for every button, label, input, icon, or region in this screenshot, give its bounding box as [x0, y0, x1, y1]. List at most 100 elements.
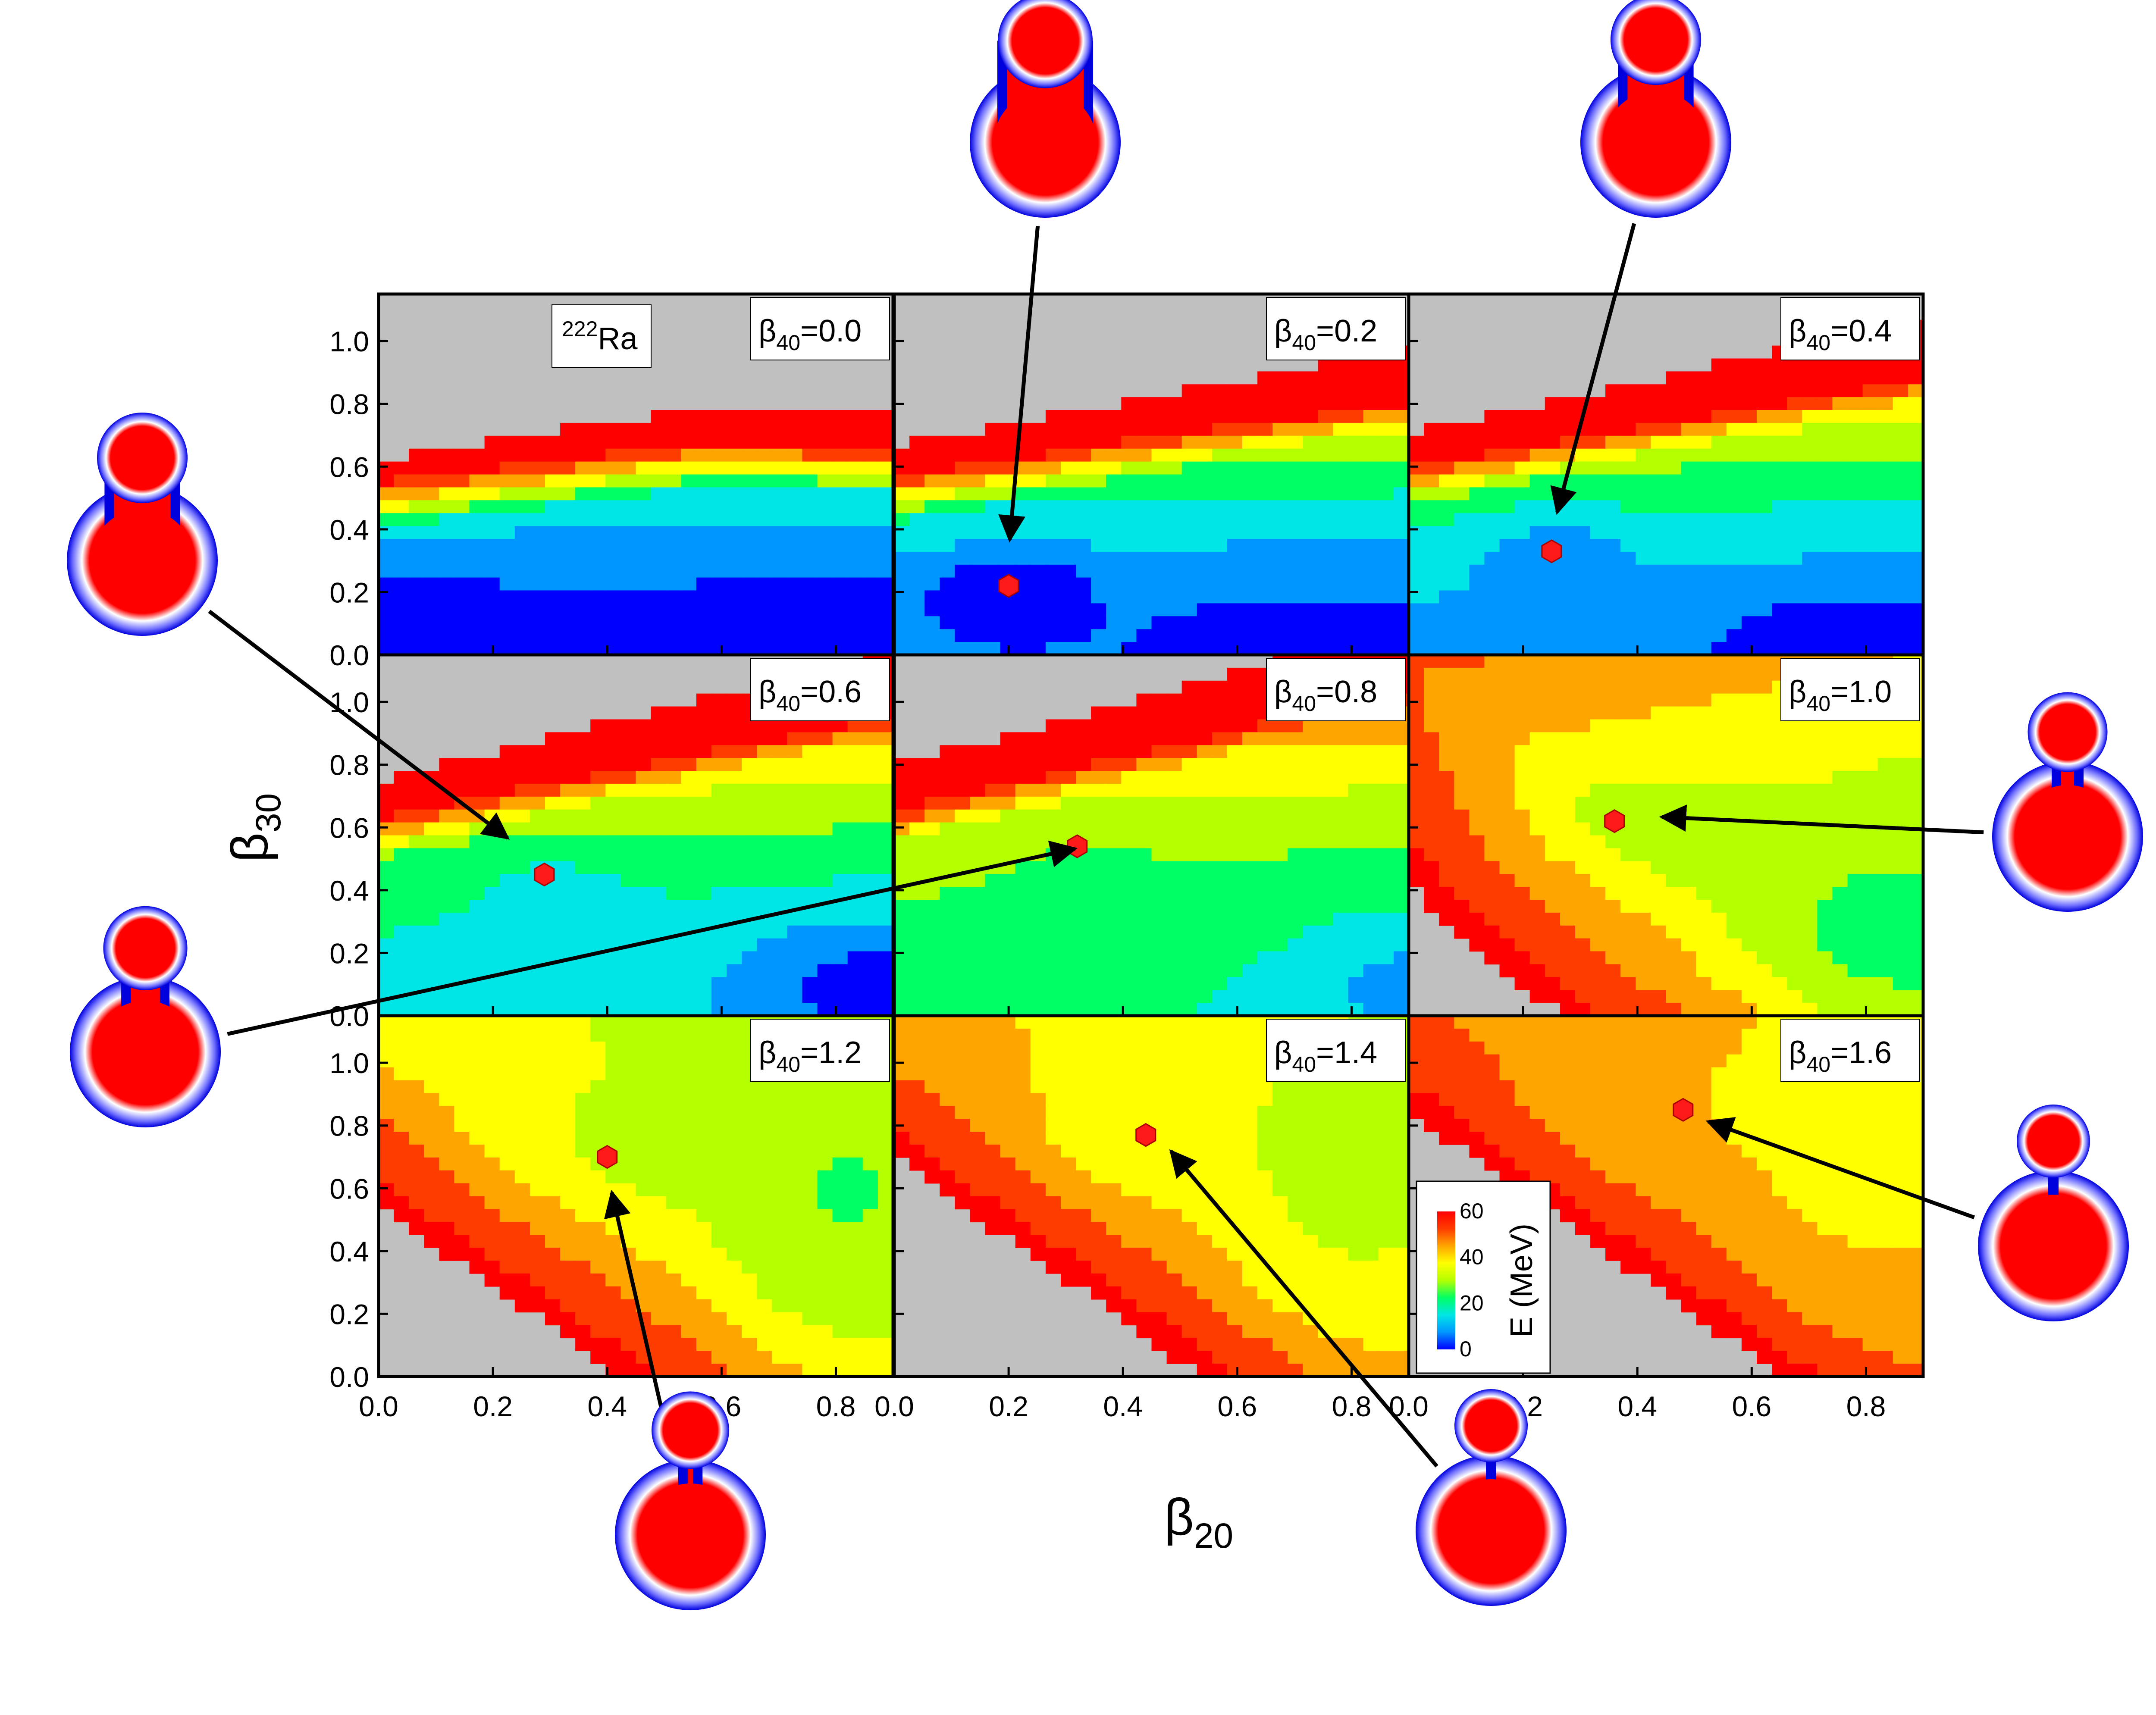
y-tick-label: 0.4 [329, 1236, 369, 1267]
svg-text:β40=0.6: β40=0.6 [758, 675, 862, 716]
panel-frame [1407, 1014, 1925, 1378]
arrow [998, 225, 1040, 543]
y-tick-label: 0.4 [329, 875, 369, 907]
y-tick-label: 0.6 [329, 1173, 369, 1205]
nuclear-shape-icon [67, 413, 218, 636]
colorbar-tick: 20 [1460, 1291, 1484, 1315]
svg-text:β40=0.0: β40=0.0 [758, 314, 862, 355]
minimum-marker [1067, 834, 1088, 858]
x-tick-label: 0.8 [816, 1390, 856, 1422]
y-tick-label: 0.8 [329, 388, 369, 420]
y-tick-label: 0.2 [329, 576, 369, 608]
minimum-marker [597, 1145, 618, 1169]
y-tick-label: 1.0 [329, 1047, 369, 1079]
svg-text:β40=1.0: β40=1.0 [1789, 675, 1892, 716]
arrow [1169, 1149, 1438, 1468]
x-tick-label: 0.8 [1332, 1390, 1372, 1422]
y-tick-label: 0.6 [329, 451, 369, 483]
svg-text:β40=0.8: β40=0.8 [1274, 675, 1377, 716]
beta40-sub: 40 [776, 1052, 800, 1077]
arrow [1659, 804, 1984, 835]
arrow [1705, 1117, 1975, 1220]
beta40-value: =0.4 [1830, 314, 1892, 348]
nuclear-shape-icon [1416, 1389, 1567, 1606]
beta40-sub: 40 [1292, 331, 1316, 355]
y-tick-label: 0.4 [329, 514, 369, 546]
beta40-value: =0.2 [1316, 314, 1377, 348]
x-tick-label: 0.0 [874, 1390, 914, 1422]
svg-text:β40=0.2: β40=0.2 [1274, 314, 1377, 355]
beta40-symbol: β [1274, 314, 1292, 348]
colorbar: 0 20 40 60 E (MeV) [1416, 1180, 1551, 1374]
nucleus-symbol: Ra [598, 322, 638, 356]
colorbar-tick: 40 [1460, 1245, 1484, 1269]
colorbar-gradient [1437, 1211, 1455, 1349]
beta40-symbol: β [758, 1036, 776, 1070]
beta40-sub: 40 [1292, 1052, 1316, 1077]
minimum-marker [534, 862, 555, 887]
nuclear-shapes [67, 0, 2143, 1610]
x-tick-label: 0.2 [989, 1390, 1028, 1422]
x-tick-label: 0.6 [1732, 1390, 1771, 1422]
beta40-symbol: β [1789, 1036, 1806, 1070]
beta40-label: β40=0.0 [750, 297, 890, 360]
y-tick-label: 0.2 [329, 1298, 369, 1330]
x-tick-label: 0.8 [1846, 1390, 1886, 1422]
beta40-label: β40=0.6 [750, 658, 890, 721]
beta40-label: β40=1.2 [750, 1019, 890, 1082]
beta40-symbol: β [1274, 1036, 1292, 1070]
x-tick-label: 0.0 [359, 1390, 398, 1422]
x-axis-label: β20 [1164, 1488, 1233, 1555]
beta40-value: =1.2 [800, 1036, 862, 1070]
beta40-sub: 40 [1806, 1052, 1830, 1077]
y-axis-label: β30 [221, 793, 288, 862]
minimum-marker [1673, 1098, 1694, 1122]
y-tick-label: 0.0 [329, 1361, 369, 1393]
panel-4: β40=0.6 [377, 653, 895, 1017]
panel-1: β40=0.0 222Ra [377, 292, 895, 657]
panel-2: β40=0.2 [893, 292, 1410, 657]
nuclear-shape-icon [1992, 692, 2143, 912]
colorbar-label: E (MeV) [1504, 1224, 1539, 1337]
beta40-symbol: β [1789, 675, 1806, 709]
minimum-marker [1541, 539, 1562, 563]
beta40-sub: 40 [776, 692, 800, 716]
beta40-value: =0.0 [800, 314, 862, 348]
nuclear-shape-icon [1978, 1105, 2129, 1321]
beta40-symbol: β [1789, 314, 1806, 348]
beta40-value: =1.0 [1830, 675, 1892, 709]
nuclear-shape-icon [1580, 0, 1731, 218]
axis-labels: β20 β30 [221, 793, 1233, 1555]
y-tick-label: 1.0 [329, 686, 369, 718]
beta40-sub: 40 [1806, 692, 1830, 716]
beta40-symbol: β [1274, 675, 1292, 709]
y-tick-label: 0.2 [329, 937, 369, 969]
beta40-label: β40=1.6 [1780, 1019, 1920, 1082]
colorbar-tick: 60 [1460, 1199, 1484, 1223]
beta40-symbol: β [758, 314, 776, 348]
panel-3: β40=0.4 [1407, 292, 1925, 657]
arrow [227, 840, 1078, 1036]
beta40-sub: 40 [776, 331, 800, 355]
beta40-value: =0.6 [800, 675, 862, 709]
nuclear-shape-icon [70, 906, 221, 1127]
minimum-marker [998, 574, 1019, 598]
panel-5: β40=0.8 [893, 653, 1410, 1017]
beta40-sub: 40 [1806, 331, 1830, 355]
svg-text:222Ra: 222Ra [562, 317, 638, 356]
tick-labels: 0.0 0.2 0.4 0.6 0.8 0.0 0.2 0.4 0.6 0.8 0.0 0.2 0.4 0… [329, 325, 1886, 1422]
nucleus-label: 222Ra [552, 304, 652, 368]
minimum-marker [1135, 1123, 1156, 1147]
arrow [208, 610, 510, 840]
beta40-label: β40=0.4 [1780, 297, 1920, 360]
beta40-value: =0.8 [1316, 675, 1377, 709]
beta40-value: =1.6 [1830, 1036, 1892, 1070]
y-tick-label: 0.0 [329, 639, 369, 671]
y-tick-label: 0.8 [329, 1110, 369, 1142]
arrow [1550, 223, 1636, 515]
panel-6: β40=1.0 [1407, 653, 1925, 1017]
x-tick-label: 0.4 [587, 1390, 627, 1422]
beta40-symbol: β [758, 675, 776, 709]
